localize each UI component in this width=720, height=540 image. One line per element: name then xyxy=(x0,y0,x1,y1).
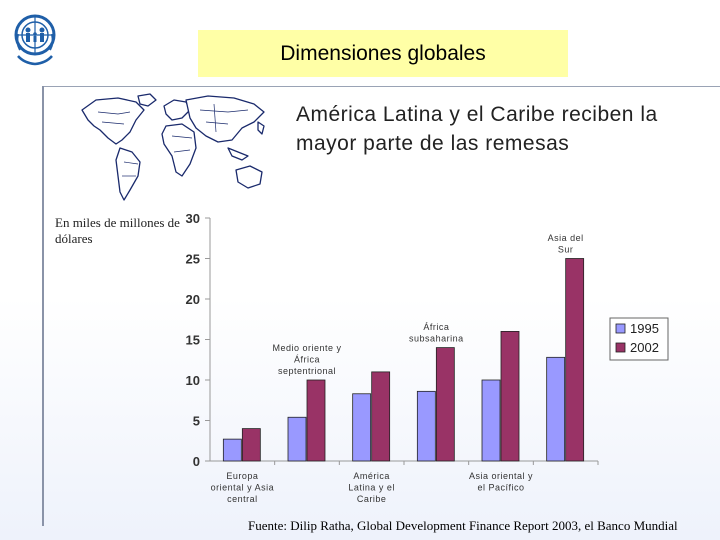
bar-1995 xyxy=(546,356,566,462)
y-tick-label: 5 xyxy=(193,414,200,429)
iom-logo-icon xyxy=(10,10,60,68)
category-label: Medio oriente y África septentrional xyxy=(272,343,341,376)
bar-1995 xyxy=(287,416,307,462)
bar-1995 xyxy=(222,438,242,462)
unit-label: En miles de millones de dólares xyxy=(55,215,180,246)
frame-top-rule xyxy=(42,86,720,87)
bar-1995 xyxy=(481,379,501,462)
y-tick-label: 10 xyxy=(186,373,200,388)
legend-swatch-2002 xyxy=(615,342,626,353)
headline: América Latina y el Caribe reciben la ma… xyxy=(296,103,658,155)
frame-left-rule xyxy=(42,86,44,526)
legend-label-2002: 2002 xyxy=(630,340,659,355)
slide-title: Dimensiones globales xyxy=(198,30,568,77)
category-label: Europa oriental y Asia central xyxy=(211,471,275,504)
bar-2002 xyxy=(500,330,520,462)
world-map-icon xyxy=(78,92,274,204)
bar-1995 xyxy=(416,390,436,462)
bar-2002 xyxy=(306,379,326,462)
category-label: Asia del Sur xyxy=(548,233,584,255)
bar-2002 xyxy=(241,428,261,462)
y-tick-label: 30 xyxy=(186,211,200,226)
bar-2002 xyxy=(371,371,391,462)
y-tick-label: 20 xyxy=(186,292,200,307)
y-tick-label: 15 xyxy=(186,333,200,348)
source-note: Fuente: Dilip Ratha, Global Development … xyxy=(248,518,678,533)
legend-swatch-1995 xyxy=(615,323,626,334)
legend-label-1995: 1995 xyxy=(630,321,659,336)
bar-2002 xyxy=(565,258,585,462)
y-tick-label: 0 xyxy=(193,454,200,469)
category-label: Asia oriental y el Pacífico xyxy=(469,471,533,493)
bar-2002 xyxy=(435,347,455,462)
category-label: América Latina y el Caribe xyxy=(348,471,395,504)
y-tick-label: 25 xyxy=(186,252,200,267)
category-label: África subsaharina xyxy=(409,322,464,344)
bar-1995 xyxy=(352,393,372,462)
